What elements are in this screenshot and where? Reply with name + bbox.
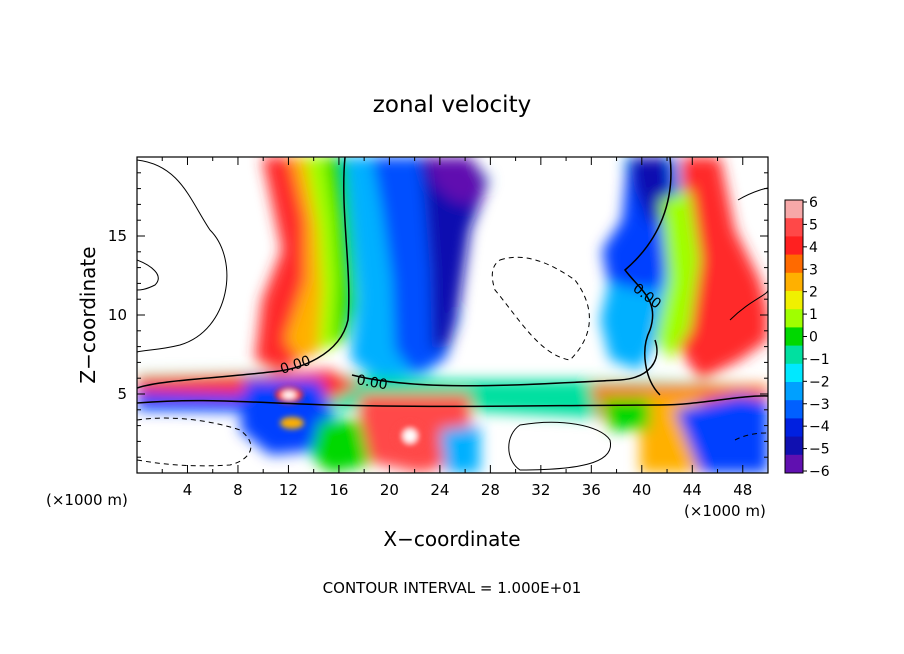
colorbar-swatch: [785, 345, 803, 365]
x-tick-label: 12: [279, 481, 298, 499]
contour-label: 0.00: [355, 372, 388, 393]
colorbar-swatch: [785, 200, 803, 219]
plot-area: 0.00 0.00 0.00: [137, 157, 768, 473]
colorbar-tick-label: −2: [809, 374, 830, 390]
colorbar-swatch: [785, 327, 803, 347]
colorbar-swatch: [785, 272, 803, 292]
colorbar-tick-label: −3: [809, 397, 830, 413]
colorbar-swatch: [785, 363, 803, 383]
colorbar-swatch: [785, 436, 803, 456]
x-tick-label: 24: [430, 481, 449, 499]
x-tick-label: 20: [380, 481, 399, 499]
colorbar-tick-label: −6: [809, 464, 830, 480]
colorbar-tick-label: 3: [809, 262, 818, 278]
contour-interval-note: CONTOUR INTERVAL = 1.000E+01: [323, 579, 582, 597]
y-axis-label: Z−coordinate: [76, 246, 100, 383]
colorbar-tick-label: 0: [809, 330, 818, 346]
colorbar-swatch: [785, 382, 803, 401]
x-unit-left: (×1000 m): [46, 491, 128, 509]
color-field: [137, 157, 768, 473]
colorbar-swatch: [785, 309, 803, 328]
colorbar-tick-label: 2: [809, 285, 818, 301]
y-axis: 5 10 15: [108, 172, 768, 458]
colorbar: 6 5 4 3 2 1 0 −1 −2 −3 −4 −5 −6: [784, 195, 830, 480]
x-tick-label: 28: [481, 481, 500, 499]
colorbar-swatch: [785, 218, 803, 237]
x-axis: 4 8 12 16 20 24 28 32 36 40 44 48: [161, 157, 752, 499]
colorbar-tick-label: 1: [809, 307, 818, 323]
colorbar-swatch: [785, 236, 803, 256]
y-tick-label: 5: [117, 385, 127, 403]
x-tick-label: 8: [233, 481, 243, 499]
colorbar-tick-label: 5: [809, 217, 818, 233]
colorbar-swatch: [785, 400, 803, 419]
colorbar-tick-label: 6: [809, 195, 818, 211]
x-tick-label: 36: [582, 481, 601, 499]
y-tick-label: 10: [108, 306, 127, 324]
y-tick-label: 15: [108, 227, 127, 245]
x-tick-label: 16: [329, 481, 348, 499]
x-tick-label: 40: [632, 481, 651, 499]
x-tick-label: 44: [683, 481, 702, 499]
colorbar-tick-label: 4: [809, 240, 818, 256]
contour-lines: [137, 157, 768, 471]
x-tick-label: 4: [183, 481, 193, 499]
chart-title: zonal velocity: [373, 92, 531, 118]
colorbar-swatch: [785, 291, 803, 310]
colorbar-swatch: [785, 454, 803, 474]
x-axis-label: X−coordinate: [383, 527, 520, 551]
x-tick-label: 48: [733, 481, 752, 499]
colorbar-tick-label: −1: [809, 352, 830, 368]
colorbar-tick-label: −4: [809, 419, 830, 435]
colorbar-swatch: [785, 418, 803, 438]
x-unit-right: (×1000 m): [684, 502, 766, 520]
colorbar-swatch: [785, 254, 803, 274]
x-tick-label: 32: [531, 481, 550, 499]
colorbar-tick-label: −5: [809, 442, 830, 458]
